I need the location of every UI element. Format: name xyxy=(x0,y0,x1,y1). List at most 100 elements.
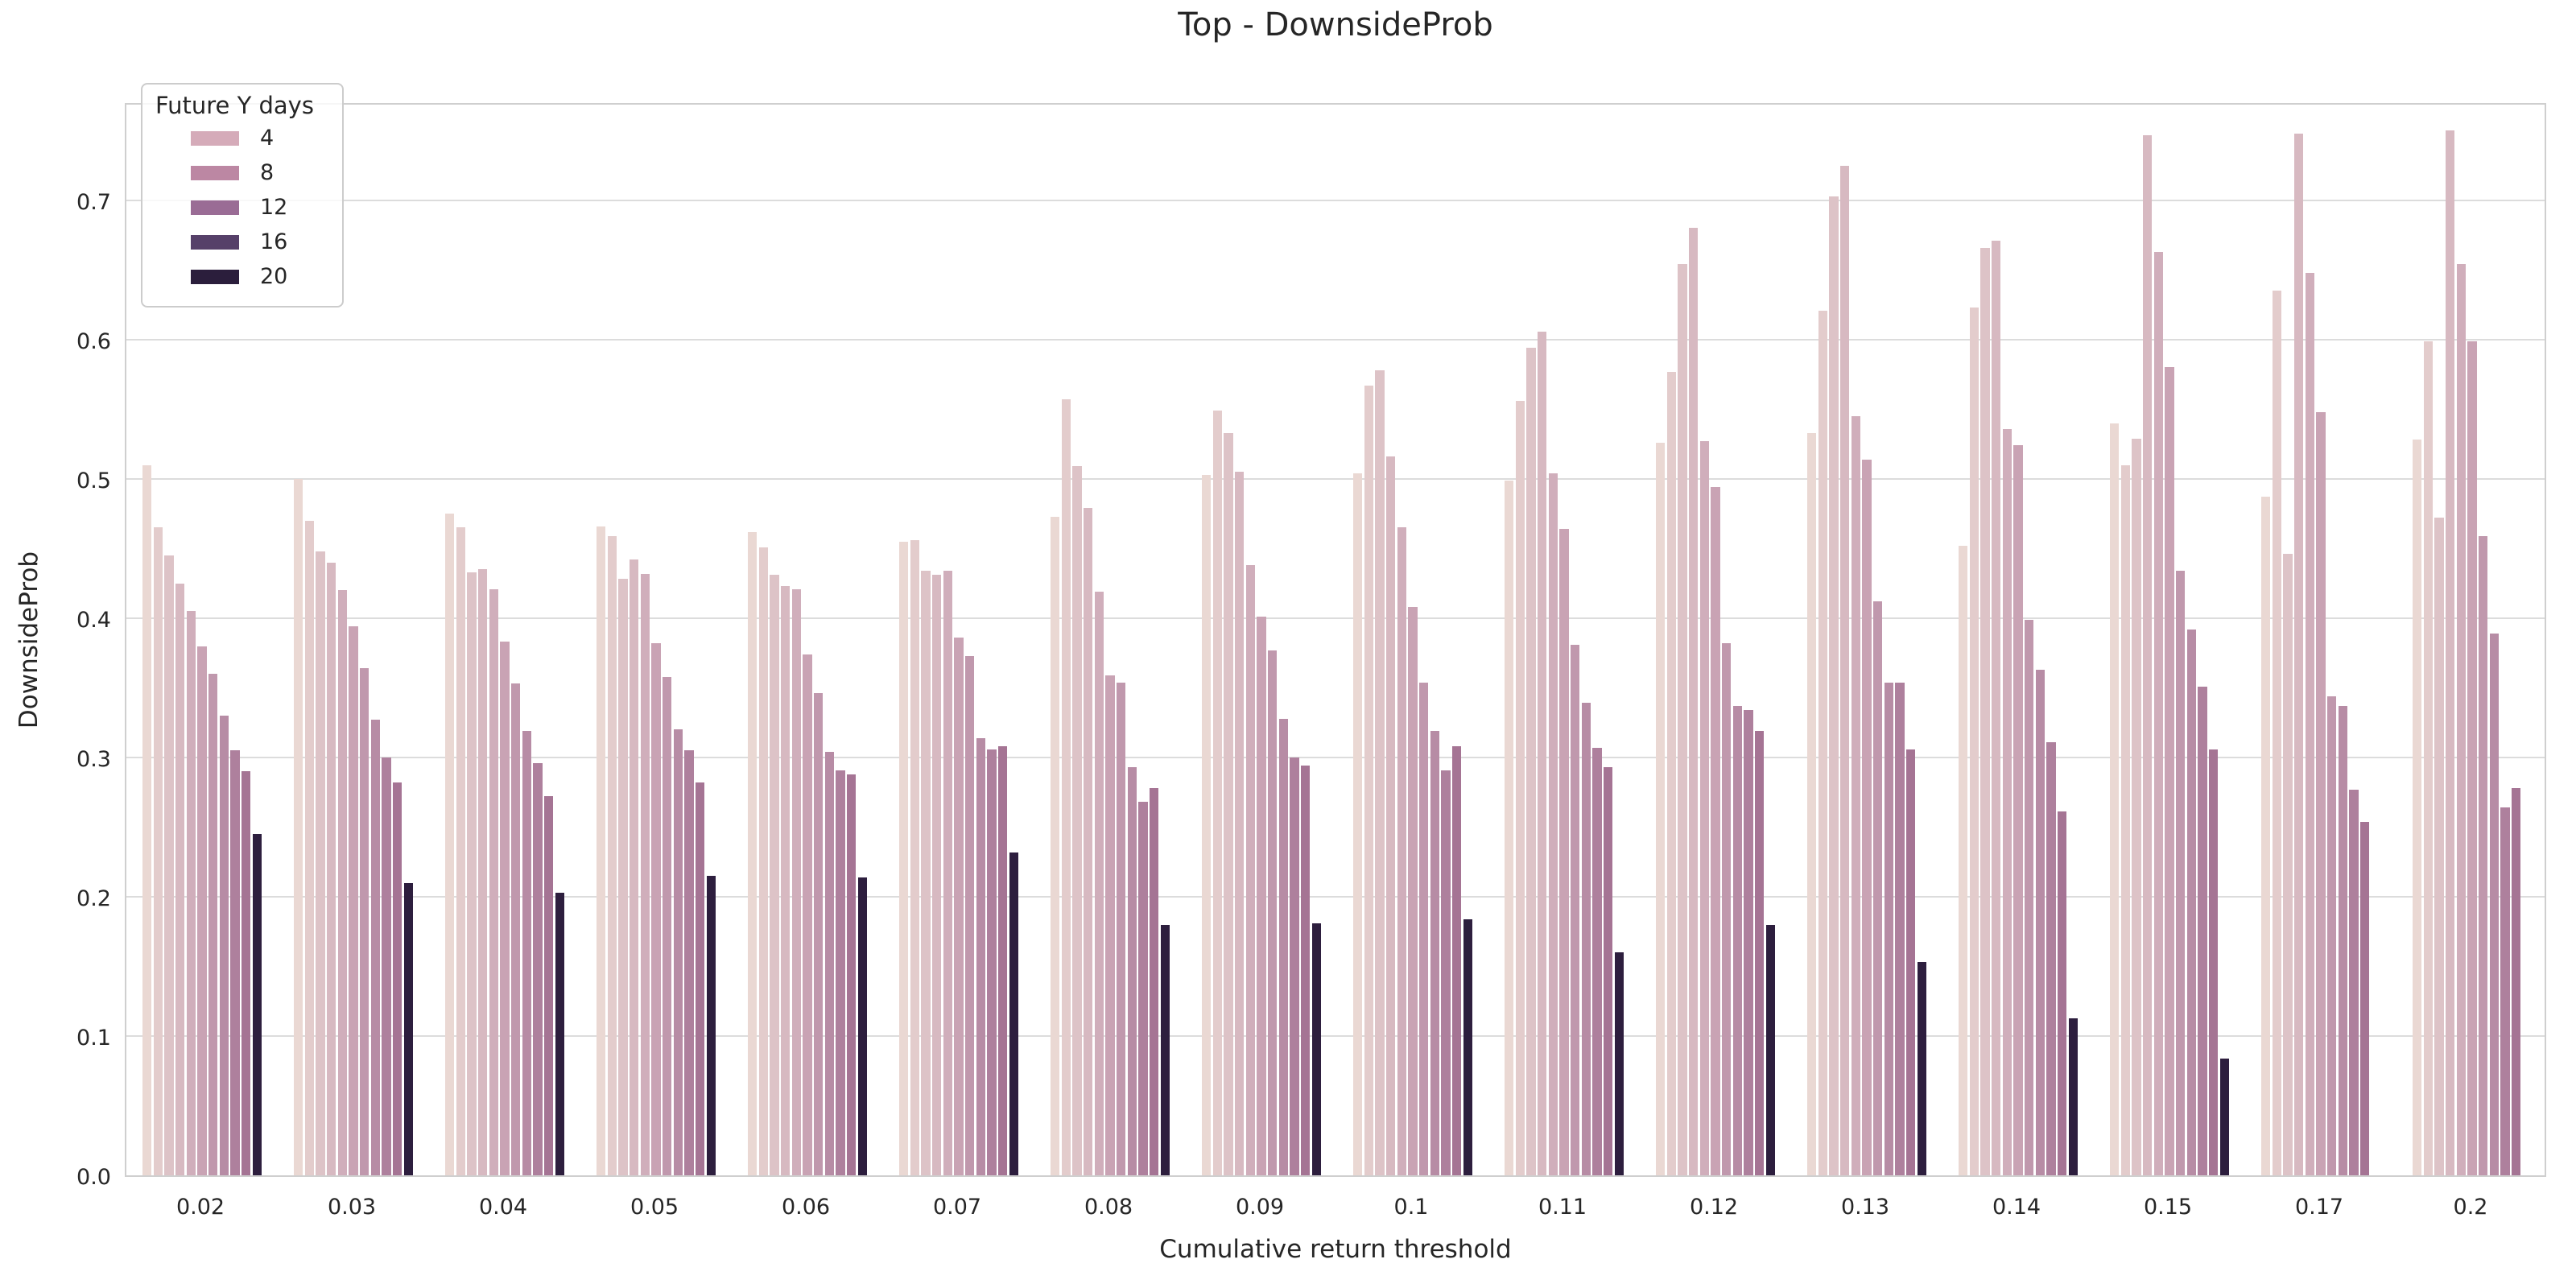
bar-0.11-series2 xyxy=(1515,401,1525,1175)
gridline-0.3 xyxy=(126,756,2545,758)
bar-0.05-series2 xyxy=(607,535,617,1175)
legend: Future Y days 4 8 12 16 20 xyxy=(141,83,344,308)
bar-0.2-series1 xyxy=(2412,440,2422,1175)
bar-0.14-series5 xyxy=(2002,428,2013,1175)
bar-0.14-series6 xyxy=(2013,445,2023,1175)
legend-entries: 4 8 12 16 20 xyxy=(142,121,342,294)
bar-0.05-series3 xyxy=(618,579,628,1175)
bar-0.2-series3 xyxy=(2434,518,2444,1175)
bar-0.05-series4 xyxy=(629,559,639,1175)
plot-area xyxy=(125,103,2546,1177)
bar-0.05-series8 xyxy=(673,729,683,1175)
bar-0.2-series9 xyxy=(2500,807,2510,1175)
bar-0.12-series6 xyxy=(1711,487,1720,1175)
bar-0.14-series10 xyxy=(2057,811,2067,1175)
gridline-0.4 xyxy=(126,617,2545,619)
bar-0.09-series10 xyxy=(1300,766,1311,1175)
legend-swatch-icon xyxy=(191,130,239,146)
bar-0.07-series9 xyxy=(987,749,997,1175)
gridline-0.2 xyxy=(126,895,2545,898)
bar-0.13-series4 xyxy=(1839,165,1850,1175)
x-tick-label-0.15: 0.15 xyxy=(2143,1195,2193,1220)
x-axis-label: Cumulative return threshold xyxy=(1159,1235,1512,1264)
y-tick-label: 0.6 xyxy=(76,328,111,354)
bar-0.14-series8 xyxy=(2035,669,2046,1175)
bar-0.1-series1 xyxy=(1352,473,1363,1175)
y-tick-label: 0.3 xyxy=(76,746,111,772)
legend-entry-4: 4 xyxy=(142,121,342,155)
bar-0.06-series8 xyxy=(824,752,835,1175)
y-tick-label: 0.5 xyxy=(76,468,111,493)
bar-0.08-series9 xyxy=(1138,802,1148,1175)
bar-0.1-series4 xyxy=(1385,456,1396,1175)
bar-0.07-series3 xyxy=(921,571,931,1175)
bar-0.03-series6 xyxy=(349,626,358,1175)
x-tick-label-0.13: 0.13 xyxy=(1840,1195,1890,1220)
bar-0.07-series10 xyxy=(997,746,1008,1175)
bar-0.04-series3 xyxy=(467,572,477,1175)
bar-0.08-series4 xyxy=(1083,508,1093,1175)
x-tick-label-0.2: 0.2 xyxy=(2453,1195,2488,1220)
bar-0.02-series8 xyxy=(219,716,229,1175)
bar-0.04-series2 xyxy=(456,527,466,1175)
bar-0.13-series3 xyxy=(1829,196,1839,1175)
bar-0.11-series11 xyxy=(1614,952,1624,1175)
y-tick-label: 0.0 xyxy=(76,1165,111,1190)
bar-0.05-series11 xyxy=(706,876,716,1175)
bar-0.07-series6 xyxy=(954,638,964,1175)
bar-0.14-series1 xyxy=(1958,545,1968,1175)
bar-0.03-series2 xyxy=(304,520,315,1175)
bar-0.03-series1 xyxy=(293,478,303,1175)
x-tick-label-0.05: 0.05 xyxy=(630,1195,679,1220)
bar-0.2-series2 xyxy=(2423,341,2434,1175)
bar-0.13-series6 xyxy=(1862,459,1872,1175)
bar-0.05-series1 xyxy=(596,526,606,1175)
bar-0.2-series8 xyxy=(2489,633,2500,1175)
x-tick-label-0.11: 0.11 xyxy=(1538,1195,1587,1220)
bar-0.02-series1 xyxy=(142,464,152,1175)
bar-0.02-series9 xyxy=(230,750,240,1175)
bar-0.1-series6 xyxy=(1408,607,1418,1175)
bar-0.09-series2 xyxy=(1212,411,1223,1175)
bar-0.15-series6 xyxy=(2165,367,2174,1175)
bar-0.13-series7 xyxy=(1872,601,1883,1175)
bar-0.17-series7 xyxy=(2326,696,2337,1175)
bar-0.2-series6 xyxy=(2467,341,2477,1175)
gridline-0.1 xyxy=(126,1034,2545,1037)
bar-0.15-series4 xyxy=(2142,134,2153,1175)
bar-0.17-series6 xyxy=(2316,411,2326,1175)
legend-entry-12: 12 xyxy=(142,190,342,225)
bar-0.14-series11 xyxy=(2068,1018,2079,1175)
bar-0.15-series9 xyxy=(2198,686,2207,1175)
bar-0.07-series1 xyxy=(898,541,909,1175)
bar-0.17-series5 xyxy=(2305,272,2315,1175)
bar-0.13-series9 xyxy=(1895,682,1905,1175)
x-tick-label-0.08: 0.08 xyxy=(1084,1195,1133,1220)
bar-0.09-series3 xyxy=(1224,432,1233,1175)
bar-0.2-series5 xyxy=(2456,264,2467,1175)
bar-0.08-series8 xyxy=(1127,767,1137,1175)
bar-0.2-series10 xyxy=(2511,788,2521,1175)
bar-0.08-series6 xyxy=(1105,675,1115,1175)
bar-0.12-series4 xyxy=(1688,228,1699,1175)
x-tick-label-0.09: 0.09 xyxy=(1235,1195,1285,1220)
bar-0.07-series4 xyxy=(931,575,942,1175)
legend-title: Future Y days xyxy=(155,92,314,119)
bar-0.1-series3 xyxy=(1375,369,1385,1175)
x-tick-label-0.1: 0.1 xyxy=(1393,1195,1429,1220)
bar-0.15-series2 xyxy=(2120,464,2131,1175)
x-tick-label-0.06: 0.06 xyxy=(781,1195,831,1220)
bar-0.03-series5 xyxy=(337,590,348,1175)
legend-label: 4 xyxy=(260,126,275,151)
bar-0.05-series7 xyxy=(662,676,672,1175)
legend-swatch-icon xyxy=(191,269,239,284)
bar-0.17-series9 xyxy=(2349,789,2359,1175)
bar-0.14-series9 xyxy=(2046,741,2056,1175)
bar-0.03-series9 xyxy=(382,757,391,1175)
bar-0.11-series9 xyxy=(1592,747,1602,1175)
bar-0.2-series7 xyxy=(2478,535,2488,1175)
bar-0.05-series5 xyxy=(640,573,650,1175)
bar-0.07-series7 xyxy=(964,655,975,1175)
bar-0.13-series8 xyxy=(1884,682,1894,1175)
bar-0.17-series8 xyxy=(2338,705,2348,1175)
